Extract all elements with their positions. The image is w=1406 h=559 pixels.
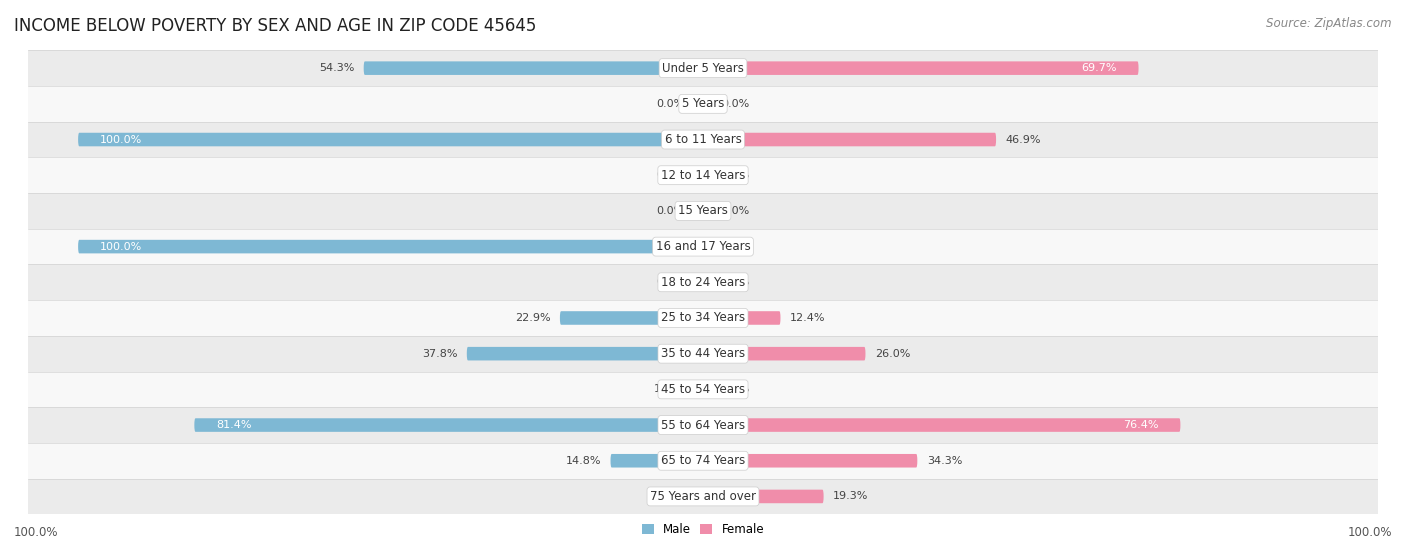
- Bar: [28, 193, 1378, 229]
- Text: 45 to 54 Years: 45 to 54 Years: [661, 383, 745, 396]
- Text: 26.0%: 26.0%: [875, 349, 910, 359]
- Text: 19.3%: 19.3%: [832, 491, 869, 501]
- Text: 0.0%: 0.0%: [721, 206, 749, 216]
- Bar: [28, 300, 1378, 336]
- Text: 100.0%: 100.0%: [14, 527, 59, 539]
- FancyBboxPatch shape: [364, 61, 703, 75]
- Text: 0.0%: 0.0%: [721, 99, 749, 109]
- Bar: [28, 407, 1378, 443]
- Text: 12 to 14 Years: 12 to 14 Years: [661, 169, 745, 182]
- Text: 14.8%: 14.8%: [565, 456, 602, 466]
- Text: 0.0%: 0.0%: [657, 99, 685, 109]
- Text: 25 to 34 Years: 25 to 34 Years: [661, 311, 745, 324]
- Text: 0.0%: 0.0%: [657, 491, 685, 501]
- Bar: [28, 86, 1378, 122]
- Text: 37.8%: 37.8%: [422, 349, 457, 359]
- Text: Under 5 Years: Under 5 Years: [662, 61, 744, 75]
- FancyBboxPatch shape: [703, 454, 917, 467]
- Text: 100.0%: 100.0%: [100, 135, 142, 145]
- Text: 81.4%: 81.4%: [217, 420, 252, 430]
- Text: 75 Years and over: 75 Years and over: [650, 490, 756, 503]
- Bar: [28, 158, 1378, 193]
- FancyBboxPatch shape: [703, 382, 713, 396]
- Text: 0.0%: 0.0%: [721, 385, 749, 394]
- FancyBboxPatch shape: [703, 347, 866, 361]
- Text: 16 and 17 Years: 16 and 17 Years: [655, 240, 751, 253]
- Text: 69.7%: 69.7%: [1081, 63, 1116, 73]
- FancyBboxPatch shape: [703, 132, 995, 146]
- Text: 35 to 44 Years: 35 to 44 Years: [661, 347, 745, 360]
- Text: 0.0%: 0.0%: [721, 241, 749, 252]
- Text: 34.3%: 34.3%: [927, 456, 962, 466]
- FancyBboxPatch shape: [703, 204, 713, 217]
- FancyBboxPatch shape: [610, 454, 703, 467]
- Text: 0.0%: 0.0%: [721, 170, 749, 180]
- Text: 22.9%: 22.9%: [515, 313, 551, 323]
- FancyBboxPatch shape: [693, 204, 703, 217]
- Text: 76.4%: 76.4%: [1123, 420, 1159, 430]
- Text: 1.9%: 1.9%: [654, 385, 682, 394]
- Bar: [28, 229, 1378, 264]
- Legend: Male, Female: Male, Female: [637, 518, 769, 541]
- Text: Source: ZipAtlas.com: Source: ZipAtlas.com: [1267, 17, 1392, 30]
- Text: 65 to 74 Years: 65 to 74 Years: [661, 454, 745, 467]
- FancyBboxPatch shape: [693, 490, 703, 503]
- Text: 0.0%: 0.0%: [721, 277, 749, 287]
- FancyBboxPatch shape: [467, 347, 703, 361]
- Bar: [28, 50, 1378, 86]
- Text: 46.9%: 46.9%: [1005, 135, 1040, 145]
- Text: 5 Years: 5 Years: [682, 97, 724, 110]
- FancyBboxPatch shape: [703, 168, 713, 182]
- Text: 0.0%: 0.0%: [657, 170, 685, 180]
- FancyBboxPatch shape: [703, 418, 1181, 432]
- Bar: [28, 372, 1378, 407]
- FancyBboxPatch shape: [703, 61, 1139, 75]
- Text: 0.0%: 0.0%: [657, 277, 685, 287]
- Text: 0.0%: 0.0%: [657, 206, 685, 216]
- Bar: [28, 443, 1378, 479]
- Bar: [28, 336, 1378, 372]
- Text: 54.3%: 54.3%: [319, 63, 354, 73]
- FancyBboxPatch shape: [79, 240, 703, 253]
- Text: 6 to 11 Years: 6 to 11 Years: [665, 133, 741, 146]
- Text: 100.0%: 100.0%: [100, 241, 142, 252]
- Text: 12.4%: 12.4%: [790, 313, 825, 323]
- FancyBboxPatch shape: [703, 276, 713, 289]
- FancyBboxPatch shape: [703, 311, 780, 325]
- Text: INCOME BELOW POVERTY BY SEX AND AGE IN ZIP CODE 45645: INCOME BELOW POVERTY BY SEX AND AGE IN Z…: [14, 17, 537, 35]
- Text: 18 to 24 Years: 18 to 24 Years: [661, 276, 745, 289]
- FancyBboxPatch shape: [194, 418, 703, 432]
- FancyBboxPatch shape: [693, 97, 703, 111]
- FancyBboxPatch shape: [693, 168, 703, 182]
- Bar: [28, 264, 1378, 300]
- FancyBboxPatch shape: [692, 382, 703, 396]
- FancyBboxPatch shape: [693, 276, 703, 289]
- FancyBboxPatch shape: [703, 97, 713, 111]
- FancyBboxPatch shape: [560, 311, 703, 325]
- FancyBboxPatch shape: [79, 132, 703, 146]
- Bar: [28, 122, 1378, 158]
- Bar: [28, 479, 1378, 514]
- Text: 15 Years: 15 Years: [678, 205, 728, 217]
- FancyBboxPatch shape: [703, 490, 824, 503]
- Text: 100.0%: 100.0%: [1347, 527, 1392, 539]
- FancyBboxPatch shape: [703, 240, 713, 253]
- Text: 55 to 64 Years: 55 to 64 Years: [661, 419, 745, 432]
